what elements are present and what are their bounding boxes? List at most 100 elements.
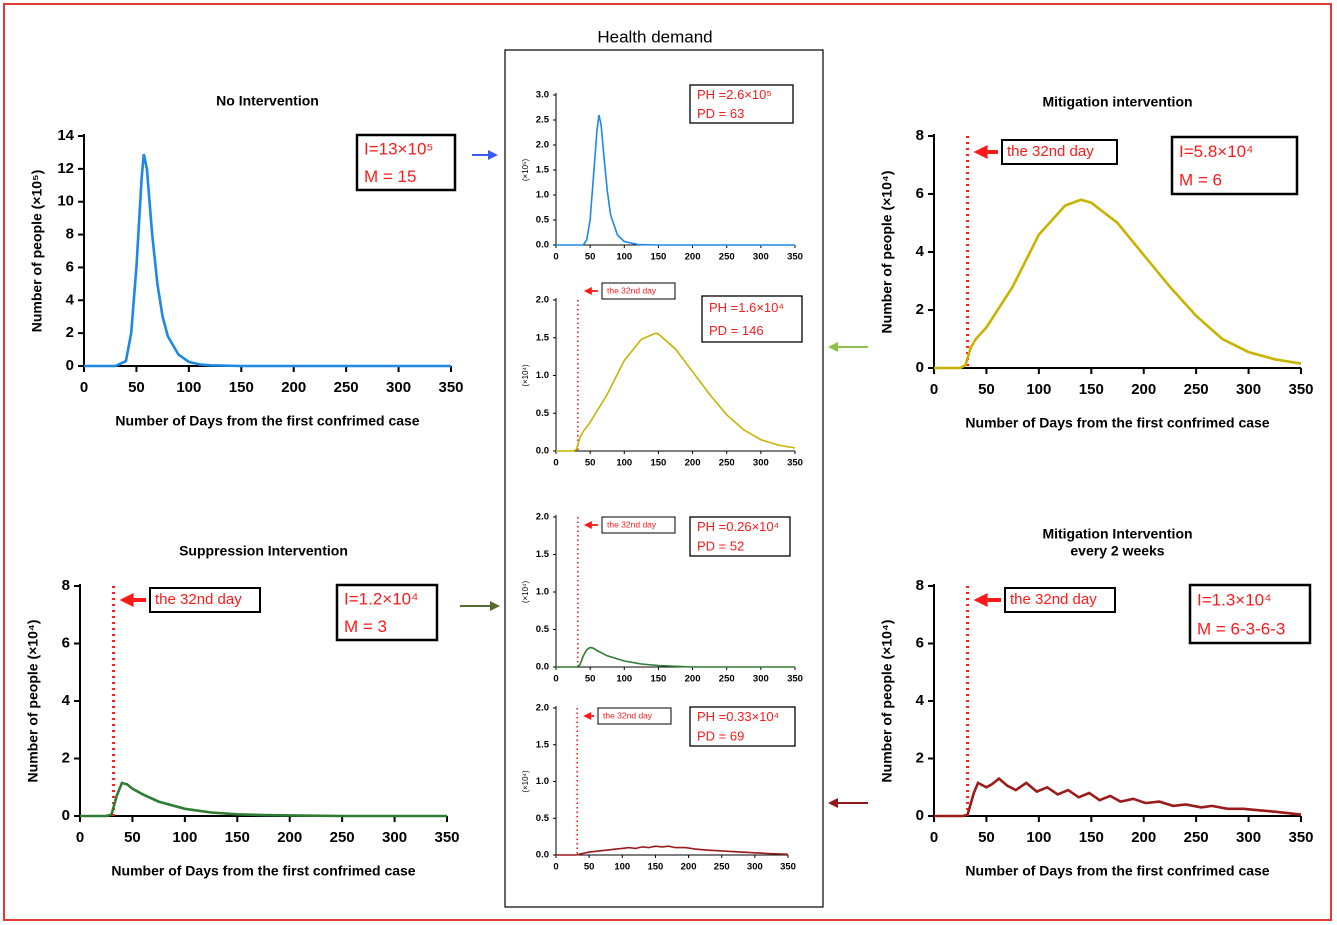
data-line [84, 153, 451, 368]
annotation-text: I=1.2×10⁴ [344, 590, 418, 609]
y-tick-label: 6 [66, 258, 74, 275]
y-tick-label: 4 [66, 291, 75, 308]
x-tick-label: 350 [1288, 381, 1313, 398]
marker-label: the 32nd day [1007, 143, 1094, 160]
x-tick-label: 250 [719, 252, 735, 263]
x-tick-label: 50 [585, 674, 596, 685]
y-axis-title: Number of people (×10⁵) [29, 170, 45, 333]
x-tick-label: 300 [1236, 829, 1261, 846]
marker-label-box [1004, 587, 1116, 613]
annotation-box [689, 706, 796, 747]
marker-arrow-head [583, 521, 592, 529]
annotation-box [701, 295, 803, 343]
annotation-text: I=5.8×10⁴ [1179, 142, 1253, 161]
y-tick-label: 0.0 [536, 446, 549, 457]
x-tick-label: 150 [650, 458, 666, 469]
arrow-head [828, 342, 838, 352]
annotation-text: PD = 63 [697, 106, 744, 121]
x-axis-title: Number of Days from the first confrimed … [115, 413, 419, 429]
y-tick-label: 1.5 [536, 549, 550, 560]
panel-frame [504, 49, 824, 908]
marker-arrow-head [973, 593, 988, 607]
x-tick-label: 200 [1131, 381, 1156, 398]
x-tick-label: 300 [753, 458, 769, 469]
y-tick-label: 2.0 [536, 703, 549, 714]
y-tick-label: 0 [62, 807, 70, 824]
chart-title: Mitigation intervention [1042, 94, 1192, 110]
y-tick-label: 1.5 [536, 332, 550, 343]
y-tick-label: 2.0 [536, 512, 549, 523]
y-axis-title: (×10⁴) [521, 770, 530, 793]
chart-title: Suppression Intervention [179, 543, 348, 559]
arrow-head [828, 798, 838, 808]
chart-title: No Intervention [216, 93, 319, 109]
y-tick-label: 2 [916, 301, 924, 318]
annotation-box [689, 516, 791, 557]
x-tick-label: 0 [76, 829, 84, 846]
x-tick-label: 50 [124, 829, 141, 846]
x-tick-label: 100 [616, 252, 632, 263]
x-tick-label: 150 [1079, 381, 1104, 398]
marker-label-box [601, 282, 676, 300]
x-tick-label: 200 [277, 829, 302, 846]
y-axis-title: Number of people (×10⁴) [25, 620, 41, 783]
x-tick-label: 250 [719, 674, 735, 685]
marker-arrow-head [973, 145, 988, 159]
x-tick-label: 250 [714, 862, 730, 873]
x-tick-label: 300 [753, 674, 769, 685]
x-tick-label: 0 [553, 674, 558, 685]
y-tick-label: 8 [916, 127, 924, 144]
x-tick-label: 250 [1184, 381, 1209, 398]
x-tick-label: 50 [978, 829, 995, 846]
x-tick-label: 300 [1236, 381, 1261, 398]
y-tick-label: 2 [916, 749, 924, 766]
x-tick-label: 350 [780, 862, 796, 873]
y-axis-title: Number of people (×10⁴) [879, 171, 895, 334]
annotation-text: PD = 146 [709, 323, 764, 338]
annotation-box [1188, 583, 1312, 645]
y-tick-label: 0 [66, 357, 74, 374]
x-tick-label: 250 [719, 458, 735, 469]
y-tick-label: 12 [57, 160, 74, 177]
y-tick-label: 6 [62, 634, 70, 651]
y-tick-label: 2 [62, 749, 70, 766]
x-axis-title: Number of Days from the first confrimed … [111, 863, 415, 879]
y-axis-title: (×10⁵) [521, 159, 530, 182]
x-tick-label: 250 [334, 379, 359, 396]
x-tick-label: 350 [434, 829, 459, 846]
y-tick-label: 1.5 [536, 165, 550, 176]
annotation-text: PH =0.26×10⁴ [697, 519, 779, 534]
x-tick-label: 200 [1131, 829, 1156, 846]
y-tick-label: 3.0 [536, 90, 549, 101]
y-tick-label: 0.0 [536, 662, 549, 673]
annotation-text: PD = 52 [697, 539, 744, 554]
y-tick-label: 0.5 [536, 813, 550, 824]
y-axis-title: Number of people (×10⁴) [879, 620, 895, 783]
data-line [80, 781, 447, 818]
y-tick-label: 0.5 [536, 408, 550, 419]
x-tick-label: 0 [930, 829, 938, 846]
x-tick-label: 100 [176, 379, 201, 396]
figure-border [3, 3, 1332, 921]
x-tick-label: 100 [1026, 829, 1051, 846]
y-tick-label: 10 [57, 193, 74, 210]
x-tick-label: 150 [229, 379, 254, 396]
x-tick-label: 0 [553, 862, 558, 873]
x-tick-label: 100 [616, 458, 632, 469]
annotation-text: I=1.3×10⁴ [1197, 590, 1271, 609]
y-tick-label: 2.0 [536, 295, 549, 306]
arrow-head [490, 601, 500, 611]
y-tick-label: 6 [916, 185, 924, 202]
x-tick-label: 200 [685, 252, 701, 263]
x-tick-label: 150 [650, 252, 666, 263]
x-tick-label: 150 [647, 862, 663, 873]
x-tick-label: 200 [281, 379, 306, 396]
marker-label: the 32nd day [155, 591, 242, 608]
y-tick-label: 0.0 [536, 240, 549, 251]
y-tick-label: 2.0 [536, 140, 549, 151]
x-tick-label: 300 [753, 252, 769, 263]
x-tick-label: 100 [172, 829, 197, 846]
x-tick-label: 50 [128, 379, 145, 396]
y-tick-label: 1.0 [536, 776, 549, 787]
